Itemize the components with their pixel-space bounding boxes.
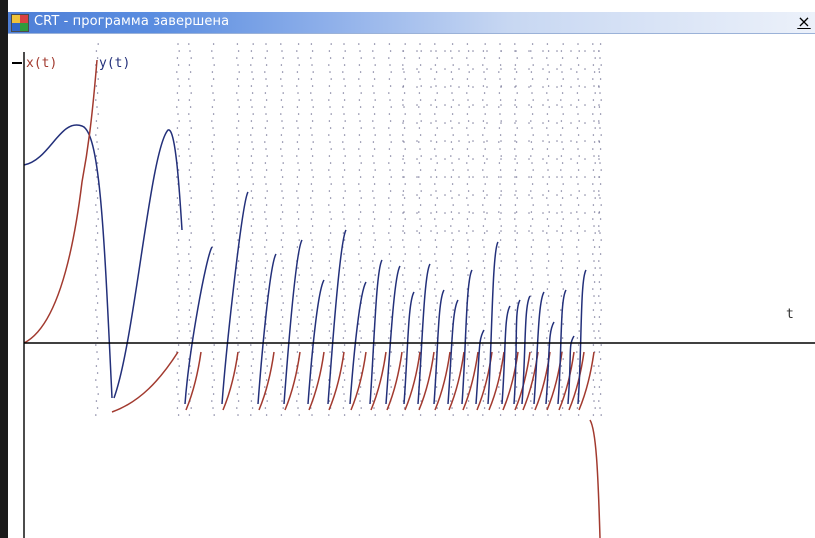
x-curve-segment	[502, 351, 519, 411]
phase-curves	[23, 59, 601, 538]
y-curve-segment	[257, 253, 277, 405]
x-curve-segment	[418, 351, 435, 411]
t-axis-label: t	[786, 307, 794, 322]
y-curve-segment	[461, 269, 473, 405]
x-curve-segment	[386, 351, 403, 411]
x-curve-segment	[308, 351, 325, 411]
y-curve-segment	[417, 263, 431, 405]
x-curve-segment	[350, 351, 367, 411]
y-curve-segment	[403, 291, 415, 405]
x-curve-segment	[23, 59, 98, 344]
y-curve-segment	[545, 321, 555, 405]
x-curve-segment	[578, 351, 595, 411]
y-curve-segment	[349, 281, 367, 405]
y-curve-segment	[283, 239, 303, 405]
x-curve-segment	[488, 351, 505, 411]
y-series-label: y(t)	[99, 56, 131, 71]
y-curve-segment	[184, 246, 213, 405]
y-curve-segment	[433, 289, 445, 405]
x-curve-segment	[328, 351, 345, 411]
y-curve-segment	[533, 291, 545, 405]
close-button[interactable]: ×	[797, 12, 811, 31]
x-series-label: x(t)	[26, 56, 58, 71]
y-curve-segment	[221, 191, 249, 405]
x-curve-segment	[462, 351, 479, 411]
y-curve-segment	[369, 259, 383, 405]
x-curve-segment	[448, 351, 465, 411]
y-curve-segment	[557, 289, 567, 405]
title-bar[interactable]: CRT - программа завершена ×	[8, 12, 815, 34]
x-curve-segment	[589, 419, 601, 538]
x-curve-segment	[258, 351, 275, 411]
x-curve-segment	[111, 351, 179, 413]
x-curve-segment	[185, 351, 202, 411]
app-icon	[11, 14, 29, 32]
x-curve-segment	[558, 351, 575, 411]
x-curve-segment	[568, 351, 585, 411]
y-curve-segment	[327, 229, 347, 405]
x-curve-segment	[434, 351, 451, 411]
y-curve-segment	[113, 129, 183, 399]
window-left-border	[0, 0, 8, 538]
y-curve-segment	[307, 279, 325, 405]
y-curve-segment	[577, 269, 587, 405]
x-curve-segment	[284, 351, 301, 411]
y-curve-segment	[475, 329, 485, 405]
trajectory-dots	[95, 43, 602, 416]
x-curve-segment	[222, 351, 239, 411]
y-curve-segment	[513, 299, 521, 405]
x-curve-segment	[370, 351, 387, 411]
y-curve-segment	[385, 265, 401, 405]
y-curve-segment	[487, 241, 499, 405]
y-curve-segment	[501, 305, 511, 405]
y-curve-segment	[447, 299, 459, 405]
y-curve-segment	[567, 335, 575, 405]
y-curve-segment	[521, 295, 531, 405]
x-curve-segment	[404, 351, 421, 411]
window-title: CRT - программа завершена	[34, 14, 230, 29]
